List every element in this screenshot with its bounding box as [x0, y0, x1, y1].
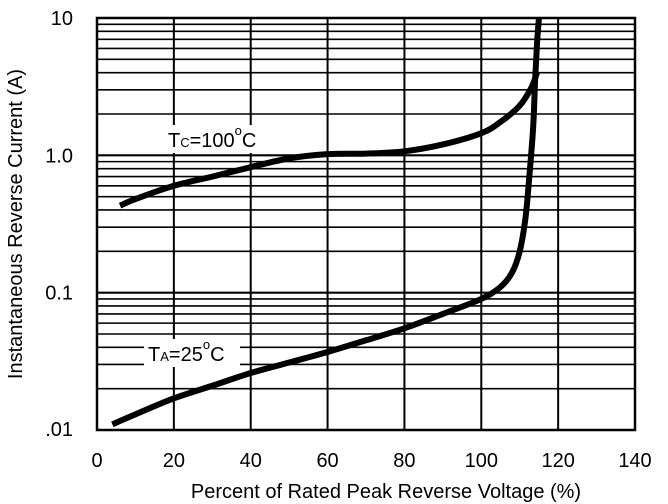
x-tick-label: 40 [240, 450, 262, 472]
y-tick-label: 1.0 [45, 145, 73, 167]
y-tick-label: 0.1 [45, 283, 73, 305]
series-label-part: T [148, 344, 160, 366]
x-tick-label: 60 [316, 450, 338, 472]
plot-border [95, 16, 637, 432]
series-label-1: TC=100oC [164, 123, 264, 153]
grid [97, 18, 635, 430]
series-label-2: TA=25oC [144, 337, 240, 367]
y-tick-labels: .01 0.1 1.0 10 [45, 8, 73, 441]
x-tick-labels: 0 20 40 60 80 100 120 140 [91, 450, 651, 472]
y-tick-label: .01 [45, 419, 73, 441]
x-tick-label: 140 [618, 450, 651, 472]
series-label-part: T [168, 130, 180, 152]
series-layer [111, 17, 542, 428]
series-label-part: C [210, 344, 224, 366]
series-label-background [164, 125, 264, 153]
x-tick-label: 100 [465, 450, 498, 472]
x-axis-label: Percent of Rated Peak Reverse Voltage (%… [191, 481, 581, 503]
series-label-part: =100 [190, 130, 235, 152]
series-label-text: TC=100oC [168, 123, 256, 152]
series-label-part: C [242, 130, 256, 152]
series-line-1 [118, 71, 540, 209]
series-label-part: o [203, 337, 210, 352]
series-label-part: A [160, 349, 169, 364]
x-tick-label: 0 [91, 450, 102, 472]
y-axis-label: Instantaneous Reverse Current (A) [5, 69, 27, 379]
series-label-background [144, 339, 240, 367]
x-tick-label: 20 [163, 450, 185, 472]
x-tick-label: 120 [541, 450, 574, 472]
series-line-2 [111, 17, 542, 428]
plot-frame [95, 16, 637, 432]
series-label-part: C [180, 135, 189, 150]
series-label-part: o [235, 123, 242, 138]
series-label-part: =25 [169, 344, 203, 366]
x-tick-label: 80 [393, 450, 415, 472]
series-label-text: TA=25oC [148, 337, 225, 366]
y-tick-label: 10 [51, 8, 73, 30]
